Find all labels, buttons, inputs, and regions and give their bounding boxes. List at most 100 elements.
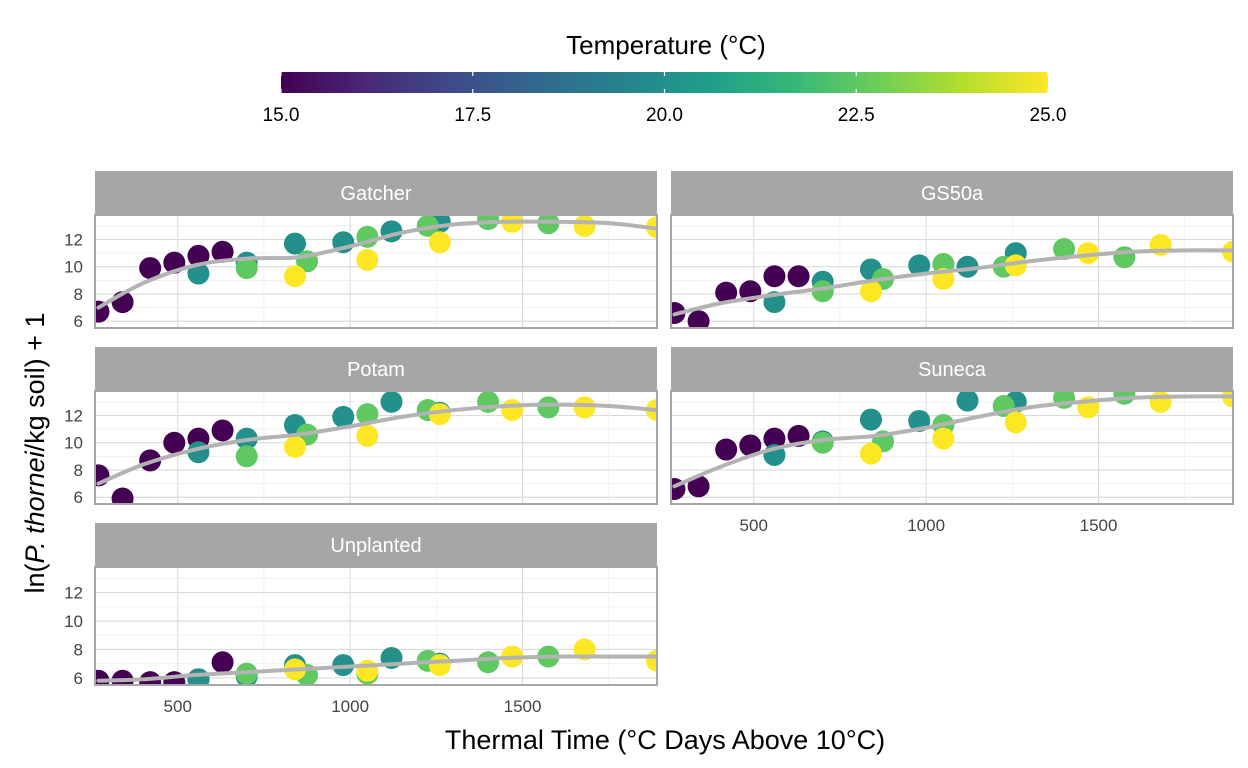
data-point [235, 257, 258, 280]
y-tick-label: 8 [74, 640, 83, 659]
panel-unplanted: Unplanted 6 8 10 12 500 1000 1500 [64, 523, 658, 716]
smooth-trend-line [96, 219, 657, 310]
data-point [477, 651, 500, 674]
data-point [139, 257, 162, 280]
data-point [859, 442, 882, 465]
data-point [356, 403, 379, 426]
data-point [859, 408, 882, 431]
data-point [859, 280, 882, 303]
data-point [356, 248, 379, 271]
x-axis-title: Thermal Time (°C Days Above 10°C) [445, 725, 885, 755]
smooth-trend-line [672, 394, 1233, 489]
data-point [573, 396, 596, 419]
data-point [908, 254, 931, 277]
data-point [139, 671, 162, 685]
data-point [211, 651, 234, 674]
data-point [501, 215, 524, 233]
y-tick-label: 6 [74, 312, 83, 331]
legend-title: Temperature (°C) [566, 30, 766, 60]
data-point [187, 262, 210, 285]
facet-strip [95, 171, 657, 215]
legend-tick-label: 17.5 [454, 105, 491, 126]
data-point [187, 668, 210, 685]
data-point [332, 405, 355, 428]
y-tick-label: 6 [74, 669, 83, 688]
data-point [428, 231, 451, 254]
data-point [211, 419, 234, 442]
data-point [1053, 238, 1076, 261]
y-tick-label: 8 [74, 285, 83, 304]
facet-strip [95, 523, 657, 567]
facet-strip-label: Gatcher [340, 183, 411, 205]
y-tick-label: 10 [64, 434, 83, 453]
data-point [1004, 411, 1027, 434]
data-point [356, 659, 379, 682]
legend-tick-label: 15.0 [263, 105, 300, 126]
x-tick-label: 1000 [331, 697, 369, 716]
data-point [380, 391, 403, 413]
data-point [537, 396, 560, 419]
data-point [811, 431, 834, 454]
data-point [715, 281, 738, 304]
data-point [763, 265, 786, 288]
panel-suneca: Suneca 500 1000 1500 [670, 347, 1234, 535]
colorbar [281, 72, 1048, 93]
facet-strip [671, 347, 1233, 391]
data-point [763, 427, 786, 450]
y-tick-label: 12 [64, 407, 83, 426]
data-point [715, 438, 738, 461]
data-point [283, 232, 306, 255]
data-point [283, 265, 306, 288]
data-point [356, 424, 379, 447]
data-point [932, 427, 955, 450]
panel-border [670, 214, 1234, 329]
panel-border [94, 566, 658, 686]
gridlines [671, 391, 1233, 504]
data-points [95, 215, 657, 323]
data-point [283, 435, 306, 458]
data-point [1004, 254, 1027, 277]
y-tick-label: 10 [64, 612, 83, 631]
y-tick-label: 6 [74, 488, 83, 507]
panel-potam: Potam 6 8 10 12 [64, 347, 658, 507]
data-point [687, 475, 710, 498]
data-point [163, 431, 186, 454]
panel-border [670, 390, 1234, 505]
y-axis-title: ln(P. thornei/kg soil) + 1 [20, 313, 50, 594]
x-tick-label: 500 [740, 516, 768, 535]
data-point [211, 240, 234, 263]
facet-strip-label: Unplanted [330, 535, 421, 557]
facet-strip-label: Potam [347, 359, 405, 381]
smooth-trend-line [96, 654, 657, 683]
legend-ticks: 15.0 17.5 20.0 22.5 25.0 [263, 72, 1067, 126]
data-point [573, 215, 596, 237]
panel-border [94, 214, 658, 329]
data-point [956, 255, 979, 278]
data-point [787, 265, 810, 288]
data-point [187, 244, 210, 267]
data-point [428, 403, 451, 426]
color-legend: Temperature (°C) 15.0 17.5 20.0 22.5 25.0 [263, 30, 1067, 126]
data-points [671, 233, 1233, 328]
panel-gs50a: GS50a [670, 171, 1234, 329]
data-point [687, 310, 710, 328]
legend-tick-label: 25.0 [1030, 105, 1067, 126]
data-point [428, 654, 451, 677]
x-tick-label: 1500 [504, 697, 542, 716]
y-tick-label: 12 [64, 584, 83, 603]
data-point [501, 399, 524, 422]
facet-strip [95, 347, 657, 391]
data-points [95, 391, 657, 504]
data-point [1113, 246, 1136, 269]
data-points [671, 391, 1233, 501]
y-tick-label: 8 [74, 461, 83, 480]
data-points [95, 638, 657, 685]
data-point [235, 445, 258, 468]
x-tick-label: 500 [164, 697, 192, 716]
y-tick-label: 10 [64, 258, 83, 277]
smooth-trend-line [672, 248, 1233, 317]
data-point [111, 487, 134, 504]
smooth-trend-line [96, 402, 657, 486]
facet-strip-label: Suneca [918, 359, 987, 381]
